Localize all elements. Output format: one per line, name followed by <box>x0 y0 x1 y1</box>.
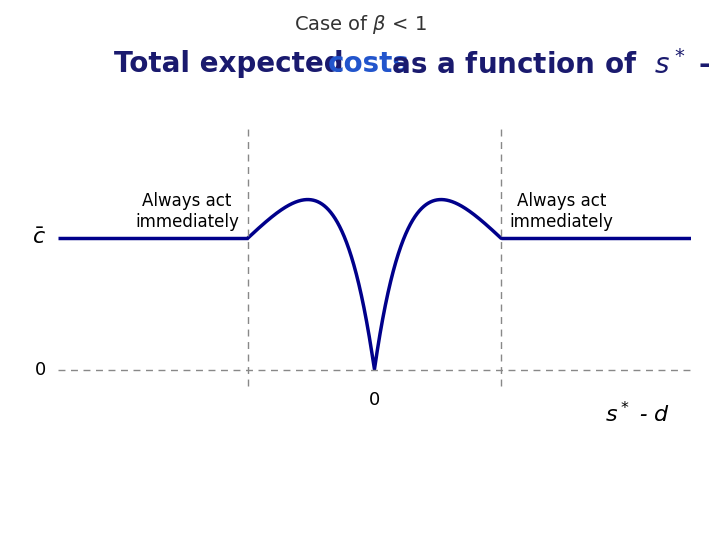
Text: as a function of  $s^*$ - $d$: as a function of $s^*$ - $d$ <box>382 50 720 79</box>
Text: Always act
immediately: Always act immediately <box>135 192 239 231</box>
Text: costs: costs <box>328 50 410 78</box>
Text: Case of $\beta$ < 1: Case of $\beta$ < 1 <box>294 14 426 37</box>
Text: 0: 0 <box>35 361 46 379</box>
Text: $\bar{c}$: $\bar{c}$ <box>32 227 46 249</box>
Text: $s^*$ - $d$: $s^*$ - $d$ <box>605 402 670 428</box>
Text: Total expected: Total expected <box>114 50 353 78</box>
Text: 0: 0 <box>369 391 380 409</box>
Text: Always act
immediately: Always act immediately <box>510 192 613 231</box>
